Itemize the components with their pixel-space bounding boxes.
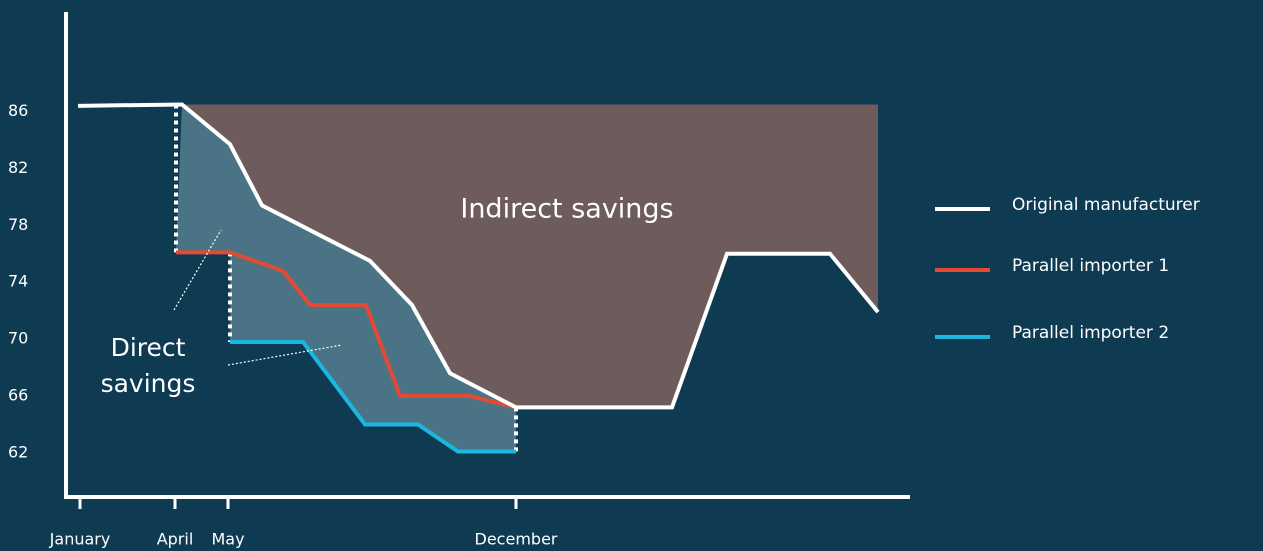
line bbox=[176, 250, 517, 410]
legend-label: Parallel importer 1 bbox=[1012, 256, 1169, 276]
legend-label: Parallel importer 2 bbox=[1012, 323, 1169, 343]
y-tick-label: 70 bbox=[8, 329, 28, 348]
x-tick-label: December bbox=[475, 530, 558, 549]
line bbox=[77, 102, 880, 410]
x-tick-label: January bbox=[49, 530, 111, 549]
direct-area bbox=[176, 104, 516, 452]
area-label: savings bbox=[101, 369, 196, 398]
y-tick-label: 86 bbox=[8, 101, 28, 120]
x-tick-label: May bbox=[211, 530, 244, 549]
y-tick-label: 74 bbox=[8, 272, 28, 291]
indirect-area bbox=[182, 104, 878, 408]
area-label: Indirect savings bbox=[460, 194, 673, 225]
y-tick-label: 82 bbox=[8, 158, 28, 177]
x-tick-label: April bbox=[157, 530, 194, 549]
y-tick-label: 78 bbox=[8, 215, 28, 234]
pointer bbox=[227, 344, 343, 366]
pointer bbox=[173, 229, 222, 311]
y-tick-label: 66 bbox=[8, 386, 28, 405]
legend-label: Original manufacturer bbox=[1012, 195, 1200, 215]
area-label: Direct bbox=[111, 333, 186, 362]
line bbox=[230, 339, 516, 454]
y-tick-label: 62 bbox=[8, 442, 28, 461]
